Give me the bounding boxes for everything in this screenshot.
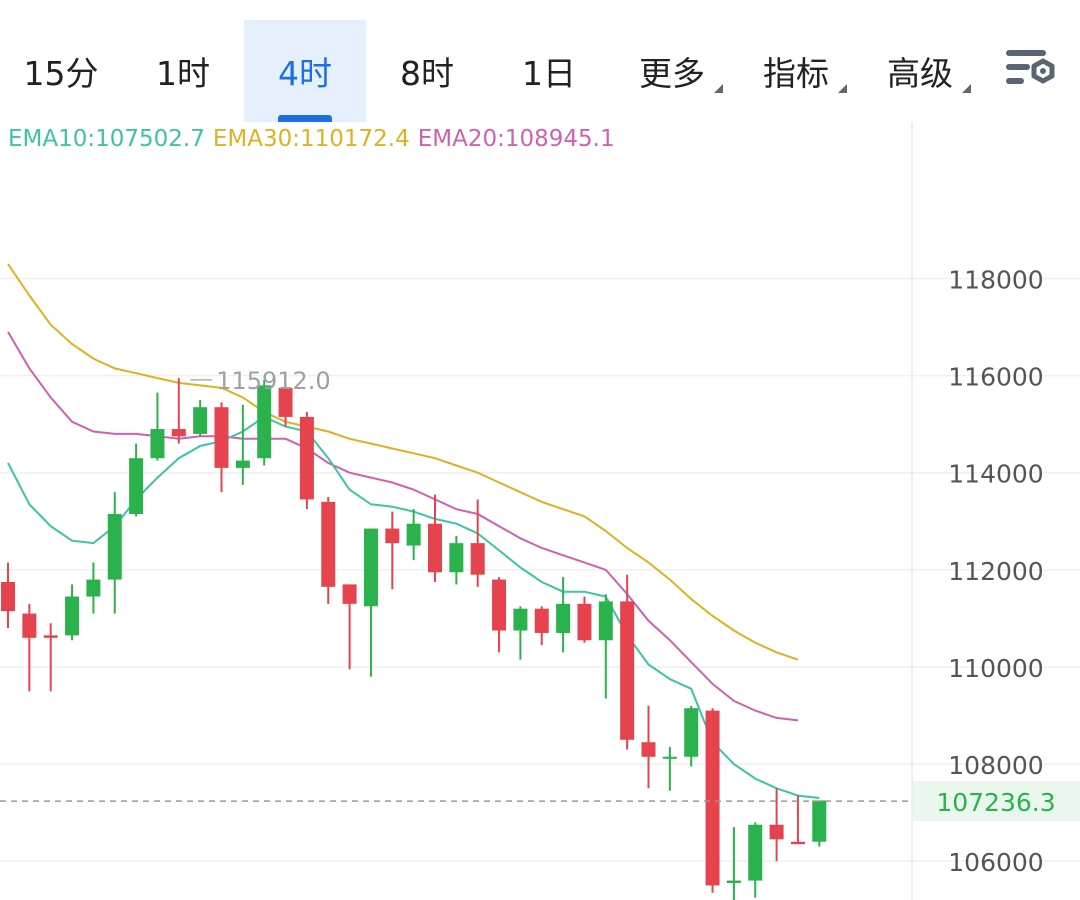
tab-label: 1日 [522,54,576,93]
candle-body[interactable] [1,581,15,612]
caret-down-icon [714,84,723,93]
candle-body[interactable] [726,880,741,884]
tab-label: 15分 [23,54,99,93]
candle-body[interactable] [428,523,442,573]
candle-body[interactable] [86,579,101,597]
y-axis-tick-label: 110000 [948,654,1043,683]
y-axis-tick-label: 118000 [948,266,1043,295]
candle-body[interactable] [107,514,122,580]
candle-body[interactable] [171,429,186,437]
y-axis-tick-label: 112000 [948,557,1043,586]
candle-body[interactable] [449,543,464,573]
last-price-tag [913,781,1080,822]
y-axis-tick-label: 108000 [948,751,1043,780]
tab-label: 指标 [763,54,829,93]
candle-body[interactable] [641,742,656,757]
candle-body[interactable] [662,756,677,759]
ema30-line [7,263,799,661]
candle-body[interactable] [534,608,549,633]
tab-15m[interactable]: 15分 [0,20,122,122]
candle-body[interactable] [299,416,314,500]
y-axis-tick-label: 116000 [948,363,1043,392]
candle-body[interactable] [620,601,635,740]
y-axis-tick-label: 114000 [948,460,1043,489]
tab-label: 更多 [639,54,705,93]
candle-body[interactable] [22,613,37,638]
candle-body[interactable] [769,824,784,840]
timeframe-tabbar: 15分 1时 4时 8时 1日 更多 指标 高级 [0,0,1080,122]
ema30-legend-value: EMA30:110172.4 [212,126,410,152]
candle-body[interactable] [342,584,357,604]
candle-body[interactable] [470,543,485,575]
candle-body[interactable] [278,387,293,417]
candle-body[interactable] [492,579,507,631]
ema20-legend-value: EMA20:108945.1 [417,126,615,152]
candle-body[interactable] [705,710,720,886]
candle-body[interactable] [812,800,827,842]
candle-body[interactable] [129,458,144,515]
tab-label: 4时 [278,54,332,93]
ema20-line [7,331,799,722]
tab-indicators-dropdown[interactable]: 指标 [734,20,858,122]
candle-body[interactable] [577,603,592,641]
ema-legend: EMA10:107502.7 EMA30:110172.4 EMA20:108945… [8,126,623,152]
candle-body[interactable] [790,841,805,845]
chart-settings-icon[interactable] [1000,42,1060,98]
active-tab-indicator [278,115,332,122]
y-axis-tick-label: 106000 [948,848,1043,877]
last-price-label: 107236.3 [936,788,1055,817]
tab-label: 1时 [156,54,210,93]
candle-body[interactable] [513,608,528,631]
candle-body[interactable] [235,460,250,468]
candle-body[interactable] [193,407,208,434]
caret-down-icon [838,84,847,93]
candle-body[interactable] [321,501,336,587]
candle-body[interactable] [150,429,165,459]
candle-body[interactable] [684,708,699,757]
candle-body[interactable] [214,407,229,468]
candle-body[interactable] [363,528,378,607]
candle-body[interactable] [43,635,58,638]
candle-body[interactable] [556,603,571,633]
candle-body[interactable] [257,385,272,459]
high-price-label: 115912.0 [216,367,331,395]
tab-label: 8时 [400,54,454,93]
candle-body[interactable] [65,596,80,636]
tab-8h[interactable]: 8时 [366,20,488,122]
candle-body[interactable] [748,824,763,881]
tab-advanced-dropdown[interactable]: 高级 [858,20,982,122]
tab-label: 高级 [887,54,953,93]
tab-4h[interactable]: 4时 [244,20,366,122]
caret-down-icon [962,84,971,93]
tab-1d[interactable]: 1日 [488,20,610,122]
tab-1h[interactable]: 1时 [122,20,244,122]
tab-more-dropdown[interactable]: 更多 [610,20,734,122]
candlestick-chart[interactable]: 118000 116000 114000 112000 110000 108000 1060… [0,122,1080,900]
candle-body[interactable] [598,601,613,641]
candle-body[interactable] [406,523,421,546]
ema10-legend-value: EMA10:107502.7 [8,126,205,152]
candle-body[interactable] [385,528,400,544]
